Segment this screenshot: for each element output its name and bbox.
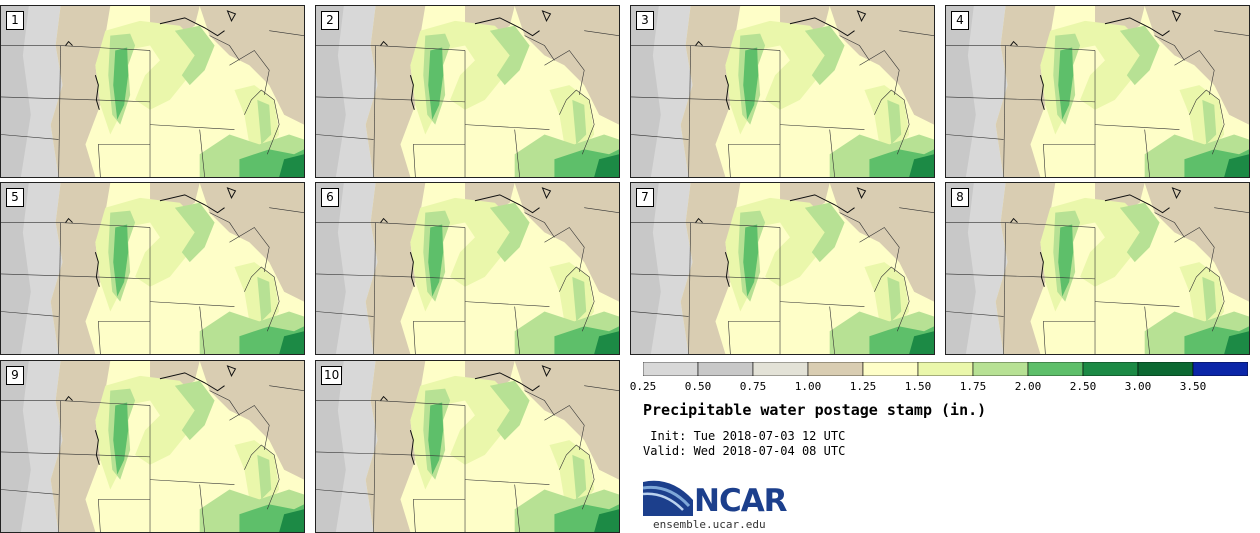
pw-map xyxy=(316,6,619,177)
colorbar-tick-label: 2.50 xyxy=(1069,380,1097,393)
colorbar-tick-label: 1.75 xyxy=(959,380,987,393)
member-panel-9: 9 xyxy=(0,360,305,533)
pw-map xyxy=(1,183,304,354)
panel-number-label: 7 xyxy=(636,188,654,207)
valid-time: Valid: Wed 2018-07-04 08 UTC xyxy=(643,444,846,458)
colorbar-tick-label: 3.00 xyxy=(1124,380,1152,393)
pw-map xyxy=(946,6,1249,177)
member-panel-1: 1 xyxy=(0,5,305,178)
colorbar-swatch xyxy=(697,362,754,376)
colorbar-tick-label: 0.25 xyxy=(629,380,657,393)
colorbar-swatch xyxy=(1137,362,1194,376)
member-panel-8: 8 xyxy=(945,182,1250,355)
colorbar-tick-label: 0.75 xyxy=(739,380,767,393)
colorbar-swatch xyxy=(752,362,809,376)
colorbar-swatch xyxy=(862,362,919,376)
colorbar-tick-label: 1.00 xyxy=(794,380,822,393)
member-panel-4: 4 xyxy=(945,5,1250,178)
pw-map xyxy=(316,361,619,532)
pw-map xyxy=(631,6,934,177)
pw-map xyxy=(631,183,934,354)
panel-number-label: 10 xyxy=(321,366,343,385)
colorbar-swatch xyxy=(1192,362,1248,376)
member-panel-5: 5 xyxy=(0,182,305,355)
panel-number-label: 5 xyxy=(6,188,24,207)
panel-number-label: 9 xyxy=(6,366,24,385)
member-panel-6: 6 xyxy=(315,182,620,355)
logo-url: ensemble.ucar.edu xyxy=(653,518,766,531)
panel-number-label: 1 xyxy=(6,11,24,30)
member-panel-10: 10 xyxy=(315,360,620,533)
ncar-logo-icon xyxy=(643,480,693,516)
colorbar-swatch xyxy=(643,362,699,376)
colorbar-tick-label: 0.50 xyxy=(684,380,712,393)
colorbar-swatch xyxy=(807,362,864,376)
colorbar-swatch xyxy=(917,362,974,376)
panel-number-label: 3 xyxy=(636,11,654,30)
chart-title: Precipitable water postage stamp (in.) xyxy=(643,401,987,419)
pw-map xyxy=(946,183,1249,354)
member-panel-7: 7 xyxy=(630,182,935,355)
colorbar-tick-label: 2.00 xyxy=(1014,380,1042,393)
member-panel-3: 3 xyxy=(630,5,935,178)
panel-number-label: 6 xyxy=(321,188,339,207)
pw-map xyxy=(316,183,619,354)
colorbar-tick-label: 3.50 xyxy=(1179,380,1207,393)
panel-number-label: 2 xyxy=(321,11,339,30)
colorbar-tick-label: 1.25 xyxy=(849,380,877,393)
ncar-logo-text: NCAR xyxy=(694,483,788,519)
panel-number-label: 8 xyxy=(951,188,969,207)
colorbar-swatch xyxy=(972,362,1029,376)
member-panel-2: 2 xyxy=(315,5,620,178)
init-time: Init: Tue 2018-07-03 12 UTC xyxy=(643,429,846,443)
colorbar-tick-label: 1.50 xyxy=(904,380,932,393)
pw-map xyxy=(1,361,304,532)
panel-number-label: 4 xyxy=(951,11,969,30)
colorbar xyxy=(643,362,1248,376)
pw-map xyxy=(1,6,304,177)
colorbar-swatch xyxy=(1027,362,1084,376)
colorbar-swatch xyxy=(1082,362,1139,376)
